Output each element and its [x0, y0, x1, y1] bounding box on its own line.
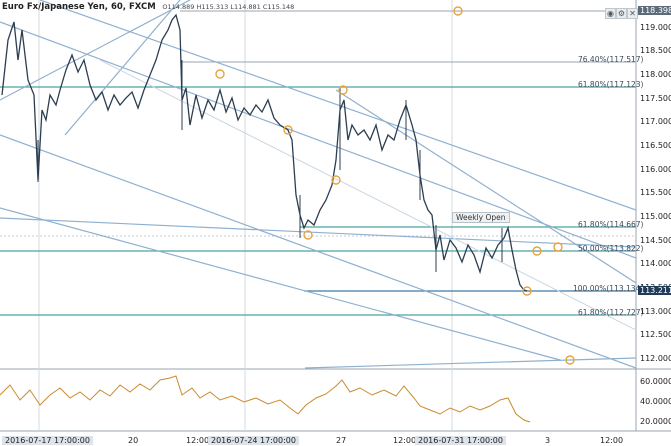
price-pane[interactable] [0, 0, 636, 368]
price-tick: 113.000 [640, 307, 671, 316]
price-series [1, 13, 528, 292]
price-tick: 117.000 [640, 117, 671, 126]
top-price-box: 118.398 [638, 6, 671, 15]
rsi-tick: 40.0000 [640, 397, 671, 406]
time-tick: 27 [336, 436, 347, 445]
rsi-pane[interactable] [0, 370, 636, 431]
price-tick: 115.000 [640, 212, 671, 221]
weekly-open-label[interactable]: Weekly Open [452, 212, 510, 223]
eye-icon[interactable]: ◉ [605, 8, 616, 19]
fib-label-50: 50.00%(113.822) [578, 244, 644, 253]
fib-label-100: 100.00%(113.134) [573, 284, 644, 293]
fib-label-61-8-lower: 61.80%(112.727) [578, 308, 644, 317]
fib-label-61-8-upper: 61.80%(117.123) [578, 80, 644, 89]
time-tick: 12:00 [393, 436, 417, 445]
fib-levels[interactable] [0, 10, 636, 316]
price-tick: 117.500 [640, 94, 671, 103]
time-tick: 2016-07-24 17:00:00 [208, 436, 299, 445]
fib-label-76-4: 76.40%(117.517) [578, 55, 644, 64]
time-tick: 20 [128, 436, 139, 445]
time-tick: 12:00 [600, 436, 624, 445]
price-tick: 119.000 [640, 23, 671, 32]
price-tick: 112.000 [640, 354, 671, 363]
trend-lines[interactable] [0, 0, 637, 369]
last-price-box: 113.211 [638, 286, 671, 295]
price-tick: 116.000 [640, 165, 671, 174]
price-tick: 118.500 [640, 46, 671, 55]
price-tick: 116.500 [640, 141, 671, 150]
price-tick: 118.000 [640, 70, 671, 79]
rsi-tick: 60.0000 [640, 377, 671, 386]
time-tick: 12:00 [186, 436, 210, 445]
ohlc-readout: O114.889 H115.313 L114.881 C115.148 [162, 3, 295, 11]
rsi-series [0, 375, 531, 423]
chart-header: Euro Fx/Japanese Yen, 60, FXCM O114.889 … [2, 2, 294, 12]
price-tick: 115.500 [640, 188, 671, 197]
fib-label-61-8-mid: 61.80%(114.667) [578, 220, 644, 229]
settings-icon[interactable]: ⚙ [616, 8, 627, 19]
price-tick: 114.500 [640, 236, 671, 245]
time-tick: 2016-07-31 17:00:00 [415, 436, 506, 445]
time-tick: 3 [545, 436, 551, 445]
price-tick: 112.500 [640, 330, 671, 339]
pivot-markers[interactable] [215, 6, 575, 365]
time-tick: 2016-07-17 17:00:00 [2, 436, 93, 445]
close-icon[interactable]: ✕ [627, 8, 638, 19]
price-tick: 114.000 [640, 259, 671, 268]
rsi-tick: 20.0000 [640, 417, 671, 426]
symbol-title: Euro Fx/Japanese Yen, 60, FXCM [2, 2, 156, 12]
